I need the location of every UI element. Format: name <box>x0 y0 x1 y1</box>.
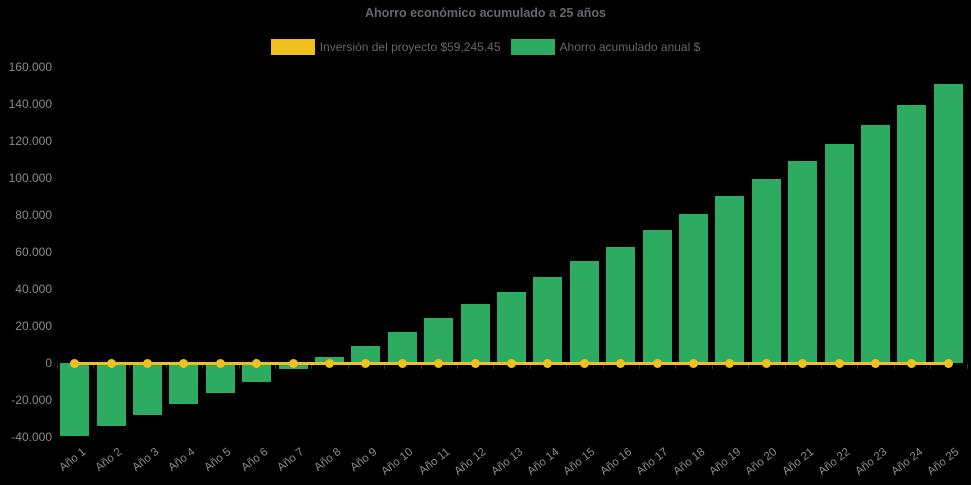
bar-ano-21 <box>788 161 818 364</box>
bar-ano-13 <box>497 291 526 364</box>
line-point-ano-1 <box>70 358 80 368</box>
line-point-ano-24 <box>907 358 917 368</box>
y-tick-label: 60.000 <box>15 245 52 260</box>
x-axis-tick-mark <box>92 364 94 370</box>
x-axis-tick-mark <box>238 364 240 370</box>
y-tick-label: 80.000 <box>15 208 52 223</box>
x-axis-tick-mark <box>420 364 422 370</box>
x-axis-tick-mark <box>966 364 968 370</box>
line-point-ano-2 <box>106 358 116 368</box>
x-axis-tick-mark <box>566 364 568 370</box>
x-axis-tick-mark <box>274 364 276 370</box>
line-point-ano-10 <box>397 358 407 368</box>
x-axis-tick-mark <box>638 364 640 370</box>
bar-ano-20 <box>751 179 781 364</box>
bar-ano-25 <box>933 84 963 364</box>
legend-item-ahorro-acumulado[interactable]: Ahorro acumulado anual $ <box>510 39 701 55</box>
x-axis-tick-mark <box>56 364 58 370</box>
y-tick-label: 140.000 <box>8 97 52 112</box>
bar-ano-14 <box>533 276 563 364</box>
x-axis-tick-mark <box>456 364 458 370</box>
line-point-ano-21 <box>798 358 808 368</box>
x-axis-tick-mark <box>165 364 167 370</box>
chart-title: Ahorro económico acumulado a 25 años <box>364 6 607 20</box>
line-point-ano-16 <box>616 358 626 368</box>
line-point-ano-23 <box>871 358 880 368</box>
legend-label-ahorro-acumulado: Ahorro acumulado anual $ <box>559 40 701 54</box>
line-point-ano-6 <box>252 358 262 368</box>
bar-ano-15 <box>569 260 599 364</box>
x-axis-tick-mark <box>820 364 822 370</box>
line-point-ano-19 <box>725 358 735 368</box>
line-point-ano-14 <box>543 358 553 368</box>
line-point-ano-25 <box>943 358 953 368</box>
x-axis-tick-mark <box>930 364 932 370</box>
y-tick-label: -20.000 <box>11 393 52 408</box>
line-point-ano-7 <box>288 358 298 368</box>
y-tick-label: 0 <box>45 356 52 371</box>
bar-ano-17 <box>642 229 672 364</box>
bar-ano-5 <box>205 363 235 393</box>
line-point-ano-8 <box>325 358 334 368</box>
x-axis-tick-mark <box>602 364 604 370</box>
y-tick-label: 20.000 <box>15 319 52 334</box>
bar-ano-1 <box>60 363 90 437</box>
bar-ano-11 <box>424 318 454 364</box>
line-point-ano-5 <box>215 358 225 368</box>
bar-ano-12 <box>460 304 490 364</box>
bar-ano-10 <box>387 331 417 364</box>
bar-ano-19 <box>715 196 745 364</box>
legend-swatch-ahorro-acumulado <box>510 39 555 55</box>
line-point-ano-11 <box>434 358 444 368</box>
line-point-ano-17 <box>652 358 662 368</box>
line-point-ano-12 <box>470 358 480 368</box>
y-tick-label: 100.000 <box>8 171 52 186</box>
bar-ano-16 <box>606 246 636 364</box>
bar-ano-3 <box>133 363 162 416</box>
bar-ano-2 <box>96 363 126 427</box>
x-axis-tick-mark <box>311 364 313 370</box>
legend-item-inversion-proyecto[interactable]: Inversión del proyecto $59,245.45 <box>270 39 501 55</box>
bar-ano-6 <box>242 363 272 382</box>
line-point-ano-20 <box>761 358 771 368</box>
x-axis-tick-mark <box>748 364 750 370</box>
y-tick-label: 120.000 <box>8 134 52 149</box>
legend-label-inversion-proyecto: Inversión del proyecto $59,245.45 <box>319 40 501 54</box>
line-point-ano-4 <box>179 358 189 368</box>
line-point-ano-18 <box>689 358 698 368</box>
x-axis-tick-mark <box>893 364 895 370</box>
x-axis-tick-mark <box>493 364 495 370</box>
x-axis-tick-mark <box>202 364 204 370</box>
x-axis-tick-mark <box>384 364 386 370</box>
x-axis-tick-mark <box>347 364 349 370</box>
x-axis-tick-mark <box>784 364 786 370</box>
line-point-ano-9 <box>361 358 371 368</box>
x-axis-tick-mark <box>711 364 713 370</box>
x-axis-tick-mark <box>129 364 131 370</box>
bar-ano-24 <box>897 104 927 364</box>
bar-ano-9 <box>351 345 381 364</box>
y-tick-label: 40.000 <box>15 282 52 297</box>
x-axis-tick-mark <box>857 364 859 370</box>
bar-ano-18 <box>679 213 708 364</box>
line-point-ano-15 <box>579 358 589 368</box>
y-tick-label: 160.000 <box>8 59 52 74</box>
legend-swatch-inversion-proyecto <box>270 39 315 55</box>
line-point-ano-22 <box>834 358 844 368</box>
y-tick-label: -40.000 <box>11 430 52 445</box>
line-point-ano-13 <box>507 358 516 368</box>
bar-ano-23 <box>861 125 890 364</box>
line-point-ano-3 <box>143 358 152 368</box>
bar-ano-4 <box>169 363 199 405</box>
bar-ano-22 <box>824 143 854 364</box>
legend: Inversión del proyecto $59,245.45 Ahorro… <box>0 39 971 55</box>
x-axis-tick-mark <box>529 364 531 370</box>
x-axis-tick-mark <box>675 364 677 370</box>
